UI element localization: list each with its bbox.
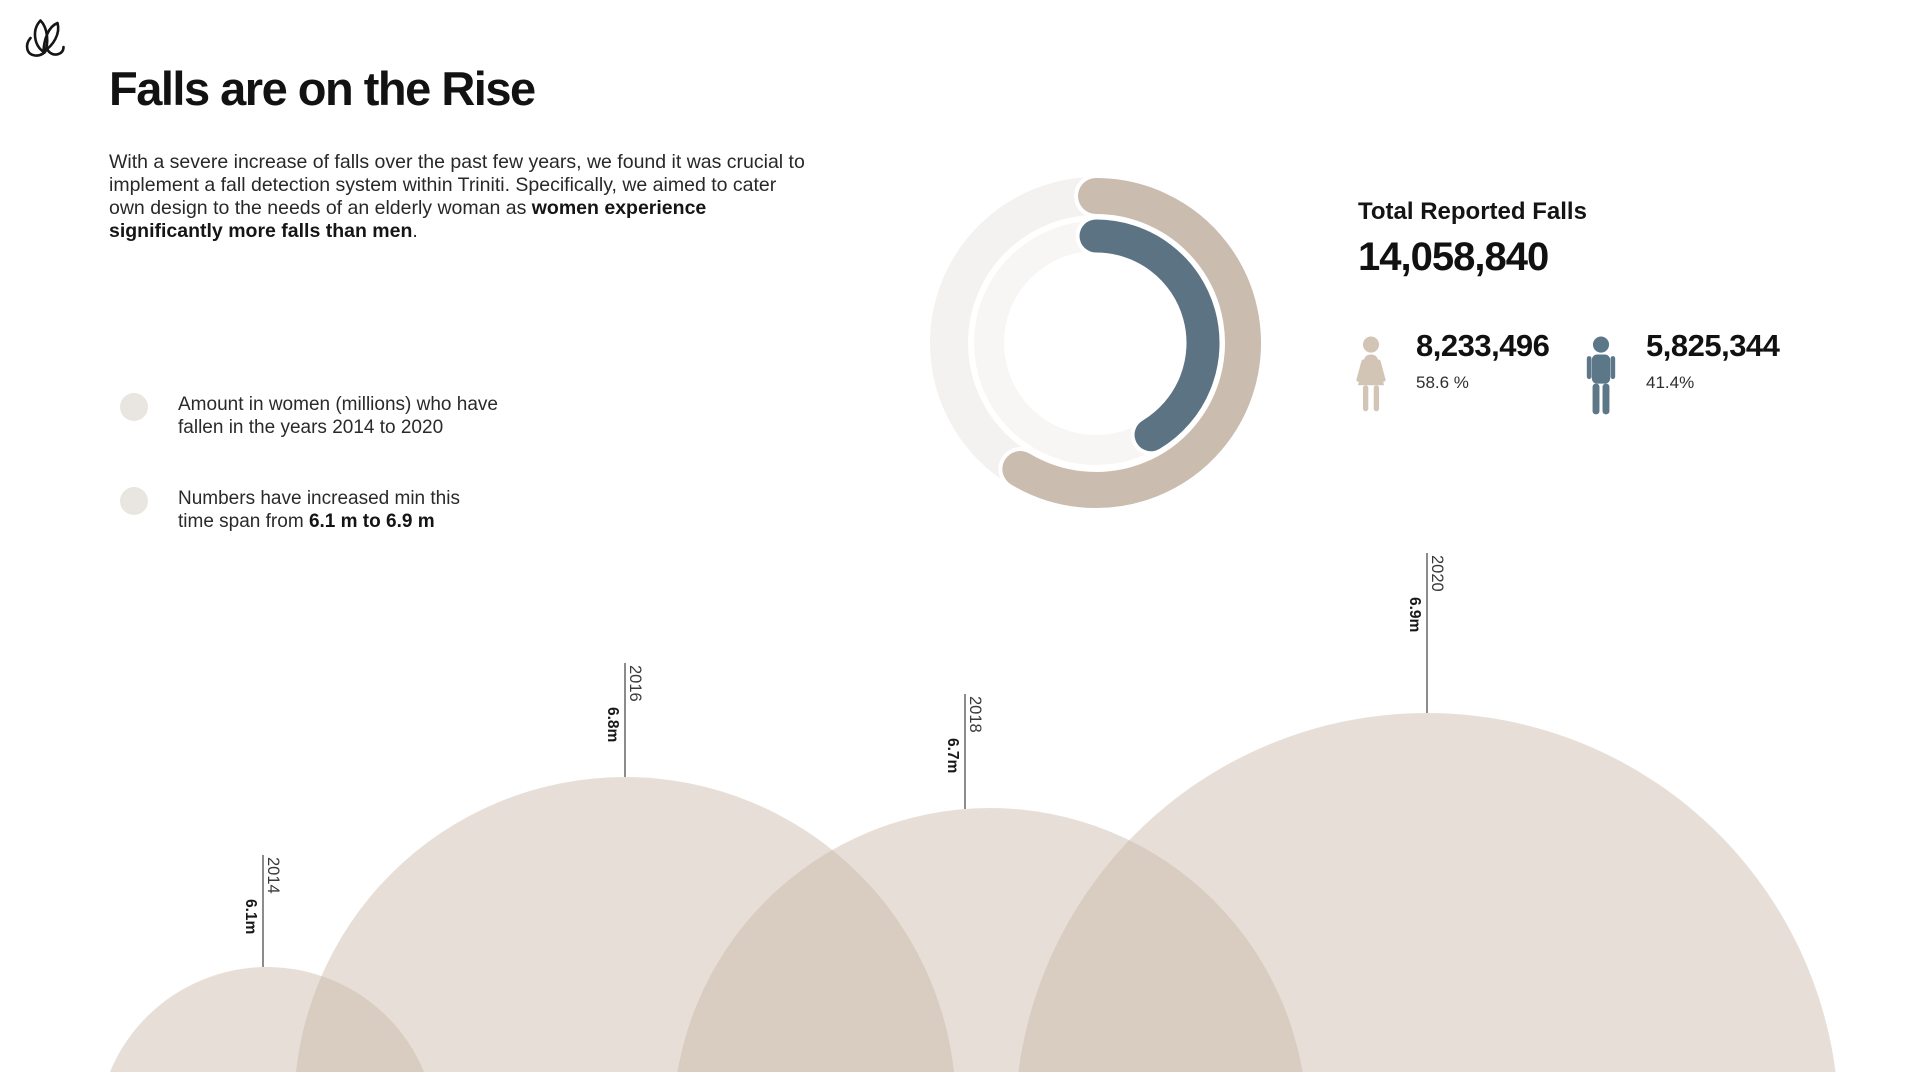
men-stat-texts: 5,825,344 41.4% <box>1646 328 1780 393</box>
men-stat: 5,825,344 41.4% <box>1578 328 1808 424</box>
donut-chart <box>930 174 1265 512</box>
men-falls-value: 5,825,344 <box>1646 328 1780 363</box>
bubble-2014 <box>109 967 425 1072</box>
legend-item-text: Numbers have increased min this time spa… <box>178 487 500 533</box>
bullet-dot-icon <box>120 487 148 515</box>
legend-item-text: Amount in women (millions) who have fall… <box>178 393 500 439</box>
legend: Amount in women (millions) who have fall… <box>120 393 520 533</box>
bubble-year-label: 2018 <box>966 696 984 733</box>
men-falls-percent: 41.4% <box>1646 373 1695 392</box>
hero-section: Falls are on the Rise With a severe incr… <box>109 62 814 243</box>
bubble-value-label: 6.9m <box>1406 597 1423 632</box>
bubble-year-label: 2020 <box>1428 555 1446 592</box>
intro-bold-text: women experience significantly more fall… <box>109 196 707 242</box>
intro-suffix: . <box>412 219 418 242</box>
bullet-dot-icon <box>120 393 148 421</box>
man-icon <box>1586 336 1616 415</box>
legend-item-text-plain: Numbers have increased min this time spa… <box>178 488 460 532</box>
legend-item-women-amount: Amount in women (millions) who have fall… <box>120 393 520 439</box>
stats-title: Total Reported Falls <box>1358 198 1587 225</box>
bubble-value-label: 6.8m <box>604 707 621 742</box>
legend-item-text-plain: Amount in women (millions) who have fall… <box>178 394 498 438</box>
women-stat-texts: 8,233,496 58.6 % <box>1416 328 1550 393</box>
bubble-2020 <box>1018 713 1836 1072</box>
donut-arc-men <box>1079 219 1220 452</box>
woman-icon <box>1356 336 1386 412</box>
bubble-2016 <box>296 777 954 1072</box>
stats-panel: Total Reported Falls 14,058,840 8,233,49… <box>1348 198 1868 424</box>
legend-item-increase: Numbers have increased min this time spa… <box>120 487 520 533</box>
bubble-value-label: 6.7m <box>944 738 961 773</box>
donut-arc-women <box>1002 178 1261 508</box>
bubble-year-label: 2016 <box>626 665 644 702</box>
logo-left-petal <box>33 19 49 54</box>
triniti-logo-icon <box>25 19 65 57</box>
legend-item-text-bold: 6.1 m to 6.9 m <box>308 511 435 532</box>
intro-text: With a severe increase of falls over the… <box>109 150 805 219</box>
page-title: Falls are on the Rise <box>109 62 536 115</box>
bubble-2018 <box>677 808 1303 1072</box>
total-falls-value: 14,058,840 <box>1358 235 1549 279</box>
bubble-year-label: 2014 <box>264 857 282 894</box>
intro-paragraph: With a severe increase of falls over the… <box>109 151 814 243</box>
bubble-value-label: 6.1m <box>242 899 259 934</box>
women-stat: 8,233,496 58.6 % <box>1348 328 1578 424</box>
logo-right-petal <box>42 21 60 53</box>
women-falls-value: 8,233,496 <box>1416 328 1550 363</box>
logo-bottom-swoosh <box>25 36 65 57</box>
women-falls-percent: 58.6 % <box>1416 373 1469 392</box>
gender-stats-row: 8,233,496 58.6 % 5,825,344 41.4% <box>1348 328 1868 424</box>
